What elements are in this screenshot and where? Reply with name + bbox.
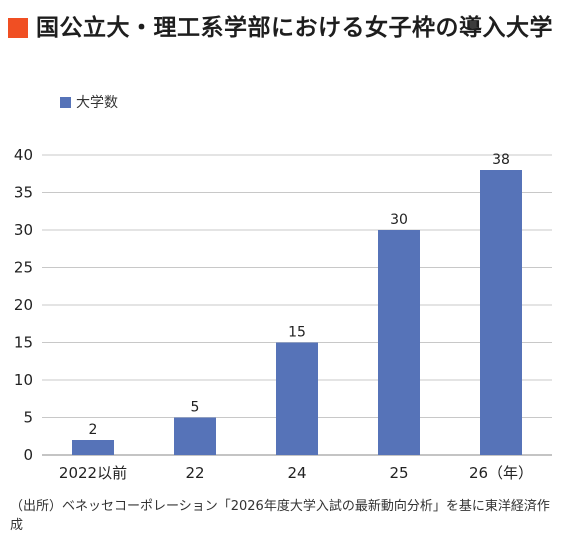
y-tick-label: 25 [14,259,33,277]
chart-title-block: 国公立大・理工系学部における女子枠の導入大学 [8,12,563,44]
y-tick-label: 35 [14,184,33,202]
y-tick-label: 0 [23,446,33,464]
legend: 大学数 [60,92,118,112]
x-tick-label: 2022以前 [59,464,127,482]
legend-label: 大学数 [76,95,118,111]
y-tick-label: 5 [23,409,33,427]
title-accent-marker [8,18,28,38]
bar-0 [72,440,114,455]
bar-3 [378,230,420,455]
y-tick-label: 30 [14,221,33,239]
x-tick-label: 22 [185,464,204,482]
y-tick-label: 15 [14,334,33,352]
source-note: （出所）ベネッセコーポレーション「2026年度大学入試の最新動向分析」を基に東洋… [10,499,550,533]
bar-4 [480,170,522,455]
y-tick-label: 20 [14,296,33,314]
data-label: 2 [89,422,98,438]
data-label: 38 [492,152,510,168]
bar-1 [174,417,216,455]
bar-2 [276,342,318,455]
y-tick-label: 10 [14,371,33,389]
y-tick-label: 40 [14,146,33,164]
x-tick-label: 26（年） [469,464,533,482]
legend-swatch [60,96,71,108]
x-tick-label: 24 [287,464,306,482]
chart-title: 国公立大・理工系学部における女子枠の導入大学 [36,15,553,41]
x-tick-label: 25 [389,464,408,482]
data-label: 15 [288,325,306,341]
data-label: 5 [191,400,200,416]
data-label: 30 [390,212,408,228]
